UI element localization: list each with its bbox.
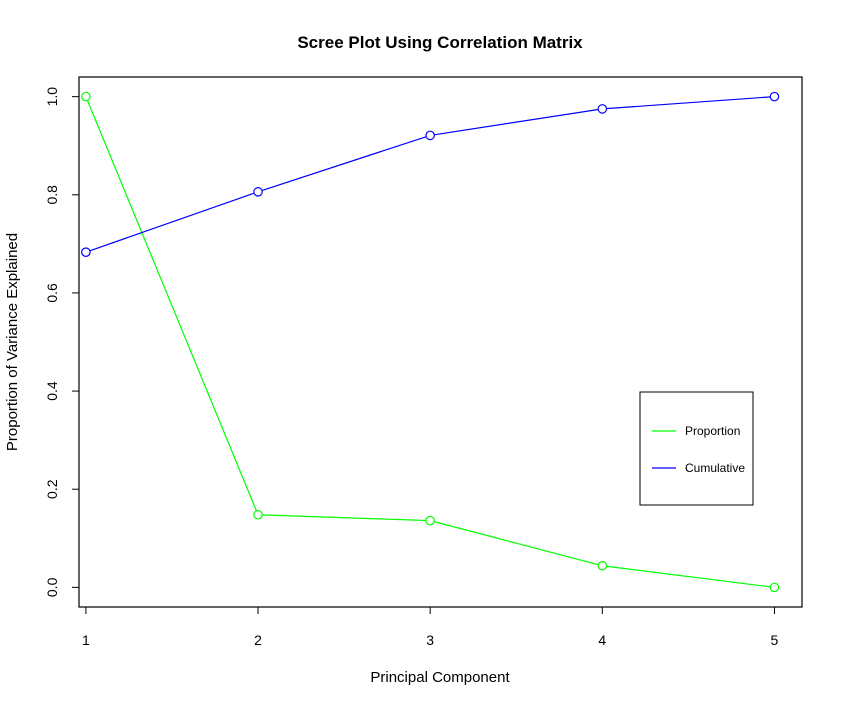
y-tick-label: 0.0 [44, 577, 60, 597]
x-axis-label: Principal Component [370, 669, 510, 686]
y-axis-label: Proportion of Variance Explained [4, 233, 21, 451]
data-point [769, 582, 780, 593]
legend-label: Cumulative [685, 461, 745, 475]
data-point [253, 509, 263, 520]
data-point [425, 130, 435, 141]
series-layer [81, 91, 780, 593]
data-point [81, 91, 91, 102]
chart-title: Scree Plot Using Correlation Matrix [297, 33, 583, 52]
x-tick-label: 4 [598, 632, 606, 648]
legend-label: Proportion [685, 424, 740, 438]
data-point [769, 91, 780, 102]
y-tick-label: 0.2 [44, 479, 60, 499]
data-point [81, 247, 91, 257]
legend-box [639, 391, 754, 506]
y-tick-label: 0.8 [44, 185, 60, 205]
series-line [85, 96, 775, 588]
y-tick-label: 0.4 [44, 381, 60, 401]
plot-area [78, 76, 803, 608]
data-point [597, 104, 608, 114]
x-tick-label: 1 [82, 632, 90, 648]
x-tick-label: 2 [254, 632, 262, 648]
data-point [597, 560, 608, 571]
data-point [425, 515, 435, 526]
x-axis: 1 2 3 4 5 [82, 607, 779, 648]
series-line [85, 96, 775, 253]
y-tick-label: 1.0 [44, 87, 60, 107]
data-point [253, 187, 263, 197]
x-tick-label: 5 [771, 632, 779, 648]
series-cumulative [81, 91, 780, 257]
x-tick-label: 3 [426, 632, 434, 648]
series-proportion [81, 91, 780, 593]
y-axis: 0.0 0.2 0.4 0.6 0.8 1.0 [44, 87, 79, 597]
legend: Proportion Cumulative [639, 391, 754, 506]
y-tick-label: 0.6 [44, 283, 60, 303]
